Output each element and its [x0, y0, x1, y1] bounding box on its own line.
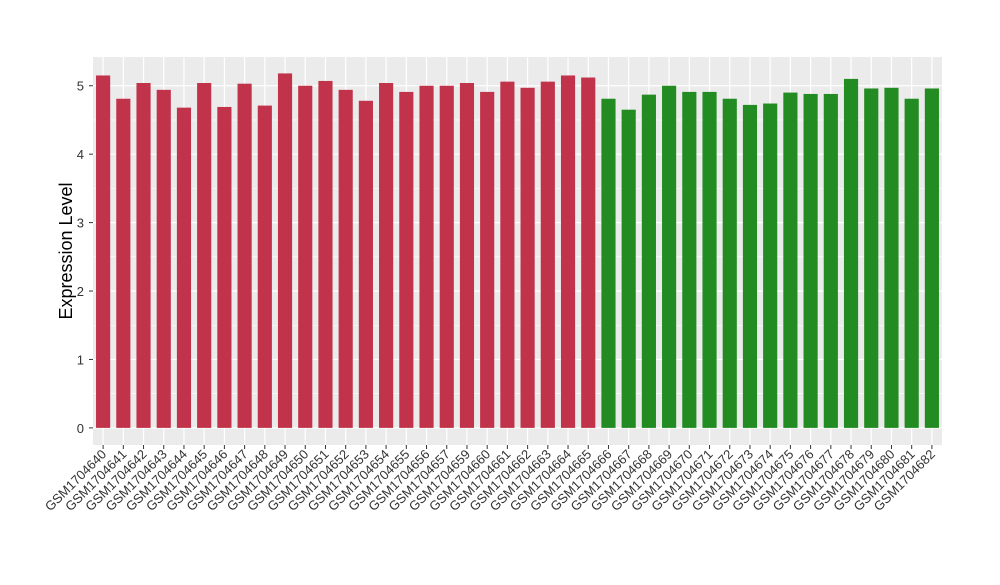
bar	[621, 109, 636, 428]
bar	[419, 85, 434, 428]
y-tick-label: 0	[77, 421, 84, 436]
bar	[864, 88, 879, 428]
bar	[540, 81, 555, 428]
y-tick-label: 4	[77, 147, 84, 162]
bar	[176, 107, 192, 428]
bar	[379, 83, 394, 428]
bar	[480, 91, 495, 428]
bar	[318, 80, 333, 428]
bar	[662, 85, 677, 428]
bar	[682, 91, 697, 428]
bar	[560, 75, 576, 428]
bar	[338, 89, 353, 428]
bar	[197, 83, 212, 428]
bar	[763, 103, 778, 428]
bar	[217, 106, 232, 428]
bar	[277, 73, 293, 428]
panel	[93, 57, 942, 445]
bar	[742, 104, 758, 428]
bar	[823, 93, 838, 428]
bar	[843, 78, 859, 428]
bar	[581, 77, 596, 428]
bar	[116, 98, 131, 428]
y-tick-label: 5	[77, 79, 84, 94]
bar	[237, 83, 252, 428]
bar	[399, 91, 414, 428]
bar	[702, 91, 717, 428]
bar	[500, 81, 515, 428]
bar	[520, 87, 535, 428]
bar	[96, 75, 111, 428]
bar	[358, 100, 373, 428]
bar	[257, 105, 272, 428]
bar	[439, 85, 454, 428]
bar	[601, 98, 616, 428]
y-tick-label: 3	[77, 216, 84, 231]
bar	[136, 83, 151, 428]
bar	[298, 85, 313, 428]
bar	[803, 93, 818, 428]
bar	[641, 94, 656, 428]
bar	[783, 92, 798, 428]
bar	[904, 98, 919, 428]
bar	[459, 83, 475, 428]
bar	[722, 98, 737, 428]
y-tick-label: 1	[77, 352, 84, 367]
y-axis-title: Expression Level	[56, 182, 76, 319]
bar	[156, 89, 171, 428]
bar	[884, 87, 899, 428]
bar	[924, 88, 939, 428]
y-tick-label: 2	[77, 284, 84, 299]
